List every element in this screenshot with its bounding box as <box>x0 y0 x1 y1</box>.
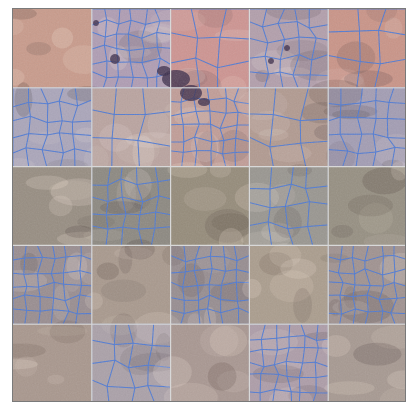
satellite-image-frame <box>12 8 406 402</box>
image-grain <box>13 9 405 401</box>
segmented-satellite-image <box>13 9 405 401</box>
